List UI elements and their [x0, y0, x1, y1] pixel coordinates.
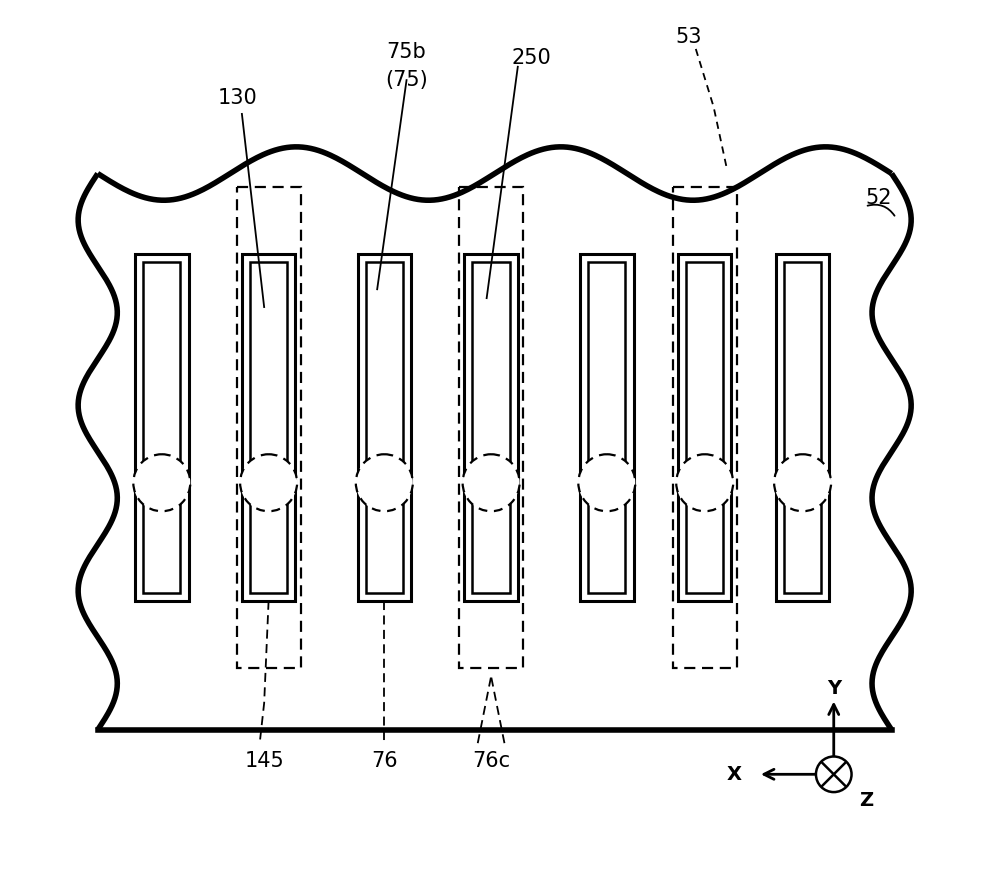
Bar	[143, 262, 180, 593]
Bar	[358, 254, 411, 601]
Text: 53: 53	[675, 28, 702, 47]
Text: 75b: 75b	[387, 42, 426, 61]
Circle shape	[816, 756, 852, 792]
Circle shape	[240, 454, 297, 511]
Text: Y: Y	[827, 679, 841, 698]
Bar	[678, 254, 731, 601]
Bar	[588, 262, 625, 593]
Bar	[686, 262, 723, 593]
Text: 76: 76	[371, 751, 398, 771]
Circle shape	[676, 454, 733, 511]
Bar	[673, 187, 737, 668]
Bar	[459, 187, 523, 668]
Text: 76c: 76c	[472, 751, 510, 771]
Text: (75): (75)	[385, 70, 428, 90]
Bar	[366, 262, 403, 593]
Text: X: X	[727, 765, 742, 784]
Circle shape	[578, 454, 635, 511]
Text: 145: 145	[244, 751, 284, 771]
Circle shape	[133, 454, 190, 511]
Circle shape	[463, 454, 520, 511]
Text: Z: Z	[859, 791, 873, 811]
Bar	[242, 254, 295, 601]
Bar	[250, 262, 287, 593]
Text: 52: 52	[865, 188, 891, 207]
Text: 250: 250	[511, 48, 551, 68]
Circle shape	[356, 454, 413, 511]
Bar	[237, 187, 301, 668]
Bar	[784, 262, 821, 593]
Bar	[580, 254, 634, 601]
Circle shape	[774, 454, 831, 511]
Bar	[464, 254, 518, 601]
Bar	[472, 262, 510, 593]
Bar	[135, 254, 189, 601]
Bar	[776, 254, 829, 601]
Text: 130: 130	[218, 88, 257, 108]
